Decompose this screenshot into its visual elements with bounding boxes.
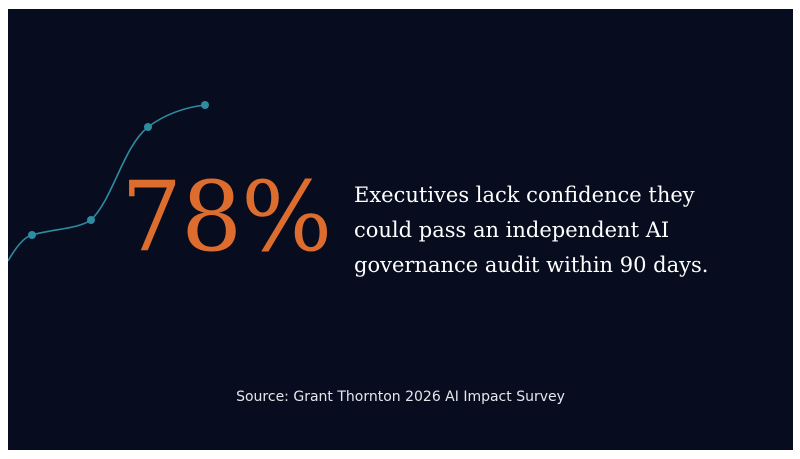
stat-number: 78 (121, 161, 242, 273)
headline-line: Executives lack confidence they (354, 183, 695, 207)
trend-point (144, 123, 152, 131)
trend-point (28, 231, 36, 239)
stat-percent-sign: % (241, 161, 332, 273)
headline-line: could pass an independent AI (354, 218, 670, 242)
stat-card: 78% Executives lack confidence they coul… (8, 9, 793, 450)
headline-line: governance audit within 90 days. (354, 253, 709, 277)
trend-point (201, 101, 209, 109)
trend-point (87, 216, 95, 224)
decorative-trend-line (8, 101, 209, 262)
trend-line-path (8, 104, 206, 262)
stat-value: 78% (121, 169, 332, 265)
source-citation: Source: Grant Thornton 2026 AI Impact Su… (236, 389, 565, 405)
stat-headline: Executives lack confidence they could pa… (354, 178, 784, 283)
